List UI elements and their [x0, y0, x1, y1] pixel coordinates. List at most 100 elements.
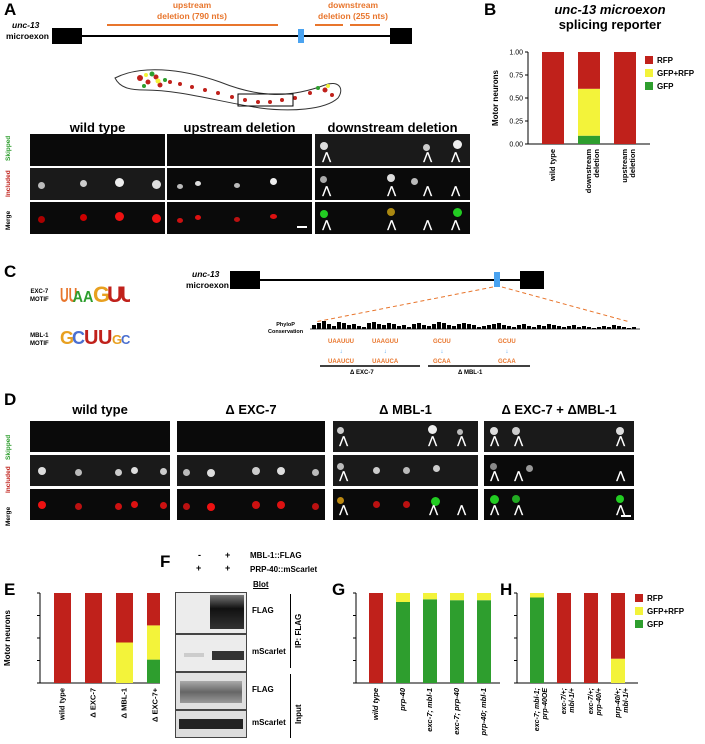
bar-segment [477, 593, 491, 601]
phylop-label: PhyloP Conservation [268, 322, 304, 335]
phylop-bar [457, 324, 461, 329]
a-col-upstream: upstream deletion [183, 120, 296, 135]
phylop-bar [392, 324, 396, 329]
phylop-bar [622, 327, 626, 329]
a-row-skipped: Skipped [5, 135, 12, 161]
phylop-bar [577, 327, 581, 329]
phylop-bar [567, 326, 571, 329]
y-tick-label: 0.25 [509, 119, 523, 126]
svg-text:UU: UU [60, 285, 77, 307]
phylop-bar [387, 323, 391, 329]
chart-b: 0.00 0.25 0.50 0.75 1.00 Motor neurons wild ty… [491, 50, 695, 194]
panel-label-b: B [484, 0, 497, 19]
x-tick-label: downstreamdeletion [584, 149, 601, 194]
x-tick-label: exc-7; mbl-1 [425, 688, 434, 732]
legend-label: RFP [647, 594, 664, 603]
phylop-bar [587, 327, 591, 329]
f-blot-4 [175, 710, 247, 738]
bar-segment [530, 593, 544, 598]
a-img-down-merge: ⋀ ⋀ ⋀ ⋀ [315, 202, 470, 234]
phylop-bar [377, 324, 381, 329]
f-blot-name-4: mScarlet [252, 718, 286, 727]
mut-mbl1-1: GCUU ↓ GCAA [433, 339, 451, 365]
d-img-wt-skipped [30, 421, 170, 452]
a-img-wt-skipped [30, 134, 165, 166]
phylop-bar [612, 325, 616, 329]
phylop-bar [462, 323, 466, 329]
x-tick-label: exc-7/+;prp-40/+ [588, 688, 603, 716]
legend-swatch [645, 82, 653, 90]
phylop-bar [372, 322, 376, 329]
y-tick-label: 0.00 [509, 142, 523, 149]
bar-segment [54, 593, 71, 683]
bar-segment [147, 593, 160, 626]
f-group-ip: IP: FLAG [294, 613, 303, 648]
a-col-downstream: downstream deletion [327, 120, 458, 135]
phylop-bar [617, 326, 621, 329]
phylop-bar [347, 325, 351, 329]
panel-label-a: A [4, 0, 17, 19]
x-tick-label: exc-7; prp-40 [452, 687, 461, 735]
d-img-exc7-included [177, 455, 325, 486]
bar-segment [396, 602, 410, 683]
svg-text:U: U [98, 327, 112, 349]
a-row-merge: Merge [5, 210, 12, 230]
bar-segment [396, 593, 410, 602]
phylop-bar [342, 323, 346, 329]
d-img-exc7-skipped [177, 421, 325, 452]
legend-label: GFP+RFP [647, 607, 685, 616]
a-img-up-skipped [167, 134, 312, 166]
a-img-down-included: ⋀ ⋀ ⋀ ⋀ [315, 168, 470, 200]
svg-text:U: U [84, 327, 98, 349]
phylop-bar [362, 327, 366, 329]
phylop-bar [447, 325, 451, 329]
x-tick-label: wild type [548, 149, 557, 182]
motif1-label: EXC-7 MOTIF [30, 289, 49, 303]
phylop-bar [532, 327, 536, 329]
d-img-double-included: ⋀ ⋀ ⋀ [484, 455, 634, 486]
phylop-bar [607, 327, 611, 329]
d-img-double-merge: ⋀ ⋀ ⋀ [484, 489, 634, 520]
phylop-bar [517, 325, 521, 329]
motif-logos: UU AA G U U G C U U G C [60, 282, 130, 349]
panel-label-g: G [332, 580, 346, 599]
x-tick-label: Δ EXC-7+MBL-1 [151, 687, 161, 722]
phylop-bar [397, 326, 401, 329]
f-blot-2 [175, 634, 247, 672]
bar-segment [423, 599, 437, 683]
legend-swatch [635, 594, 643, 602]
phylop-bar [527, 326, 531, 329]
bar-segment [542, 52, 564, 144]
bar-segment [369, 593, 383, 683]
legend-swatch [645, 69, 653, 77]
phylop-bar [367, 323, 371, 329]
phylop-bar [317, 323, 321, 329]
phylop-bar [632, 327, 636, 329]
phylop-bar [452, 326, 456, 329]
f-signs-row2b: + [225, 563, 231, 573]
bar-segment [530, 597, 544, 683]
d-img-mbl1-skipped: ⋀ ⋀ ⋀ [333, 421, 478, 452]
d-col-mbl1: Δ MBL-1 [379, 402, 432, 417]
phylop-bar [322, 321, 326, 329]
phylop-bar [487, 325, 491, 329]
a-row-included: Included [5, 170, 12, 197]
a-img-up-included [167, 168, 312, 200]
f-blot-1 [175, 592, 247, 634]
worm-illustration [114, 69, 342, 111]
bar-segment [477, 600, 491, 683]
y-axis-label: Motor neurons [3, 609, 12, 666]
f-blot-3 [175, 672, 247, 710]
bar-segment [450, 600, 464, 683]
mut-exc7-2: UAAGUU ↓ UAAUCA [372, 339, 399, 365]
a-img-wt-merge [30, 202, 165, 234]
gene-label-c-2: microexon [186, 280, 229, 290]
legend-swatch [645, 56, 653, 64]
bar-segment [578, 88, 600, 136]
phylop-bar [417, 323, 421, 329]
delta-mbl1-bar-label: Δ MBL-1 [458, 370, 483, 376]
legend-label: GFP+RFP [657, 69, 695, 78]
d-row-included: Included [5, 466, 12, 493]
phylop-bar [357, 326, 361, 329]
phylop-bar [437, 322, 441, 329]
